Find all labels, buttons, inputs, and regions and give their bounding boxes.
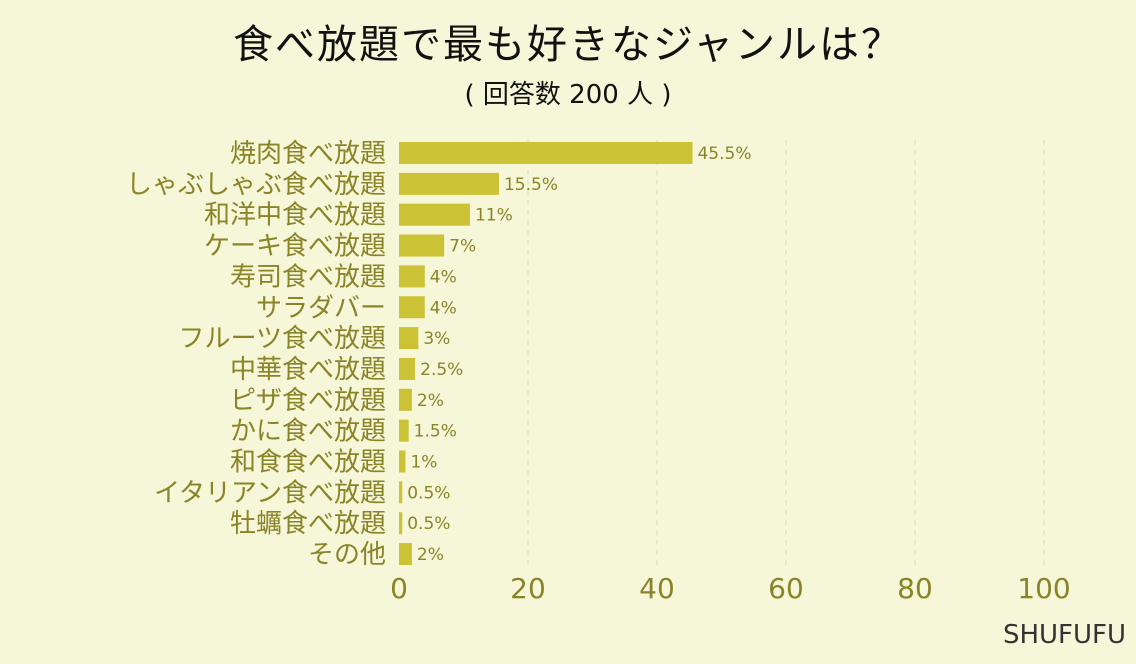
category-label: 和洋中食べ放題: [204, 201, 386, 231]
x-tick-label: 100: [1017, 572, 1070, 605]
value-label: 4%: [430, 267, 457, 287]
category-label: その他: [308, 540, 386, 570]
value-label: 1.5%: [414, 422, 457, 442]
x-axis-ticks: 0 20 40 60 80 100: [390, 572, 1071, 605]
value-label: 2%: [417, 391, 444, 411]
category-label: 焼肉食べ放題: [230, 139, 386, 169]
bar: [399, 265, 425, 288]
value-label: 0.5%: [407, 483, 450, 503]
value-label: 15.5%: [504, 175, 558, 195]
category-label: 牡蠣食べ放題: [230, 509, 386, 539]
chart-subtitle: ( 回答数 200 人 ): [464, 80, 672, 110]
x-tick-label: 60: [768, 572, 804, 605]
category-label: 寿司食べ放題: [230, 262, 386, 292]
category-label: イタリアン食べ放題: [154, 478, 386, 508]
category-label: しゃぶしゃぶ食べ放題: [126, 170, 386, 200]
bar: [399, 203, 470, 226]
bar: [399, 512, 403, 535]
category-label: 和食食べ放題: [230, 448, 386, 478]
category-label: ケーキ食べ放題: [204, 232, 386, 262]
category-label: かに食べ放題: [230, 417, 386, 447]
bar: [399, 543, 412, 566]
value-labels: 45.5% 15.5% 11% 7% 4% 4% 3% 2.5% 2% 1.5% 1% 0.5% 0.5…: [407, 144, 751, 565]
value-label: 2%: [417, 545, 444, 565]
value-label: 11%: [475, 206, 513, 226]
bar: [399, 172, 499, 195]
bars: [399, 142, 693, 566]
bar: [399, 357, 416, 380]
value-label: 2.5%: [420, 360, 463, 380]
value-label: 7%: [449, 237, 476, 257]
category-label: フルーツ食べ放題: [179, 324, 386, 354]
value-label: 4%: [430, 298, 457, 318]
brand-logo-text: SHUFUFU: [1002, 620, 1126, 650]
x-tick-label: 20: [510, 572, 546, 605]
chart-title: 食べ放題で最も好きなジャンルは？: [233, 22, 903, 68]
value-label: 45.5%: [697, 144, 751, 164]
bar: [399, 450, 406, 473]
bar: [399, 142, 693, 164]
category-label: 中華食べ放題: [230, 355, 386, 385]
x-tick-label: 80: [897, 572, 933, 605]
x-tick-label: 40: [639, 572, 675, 605]
value-label: 1%: [410, 453, 437, 473]
bar: [399, 327, 419, 350]
x-tick-label: 0: [390, 572, 408, 605]
bar: [399, 388, 412, 411]
bar: [399, 296, 425, 319]
value-label: 0.5%: [407, 514, 450, 534]
category-label: ピザ食べ放題: [230, 386, 386, 416]
bar: [399, 234, 445, 257]
value-label: 3%: [423, 329, 450, 349]
category-label: サラダバー: [256, 293, 386, 323]
bar: [399, 481, 403, 504]
bar: [399, 419, 409, 442]
category-labels: 焼肉食べ放題しゃぶしゃぶ食べ放題和洋中食べ放題ケーキ食べ放題寿司食べ放題サラダバ…: [126, 139, 386, 570]
grid-lines: [527, 140, 1045, 566]
